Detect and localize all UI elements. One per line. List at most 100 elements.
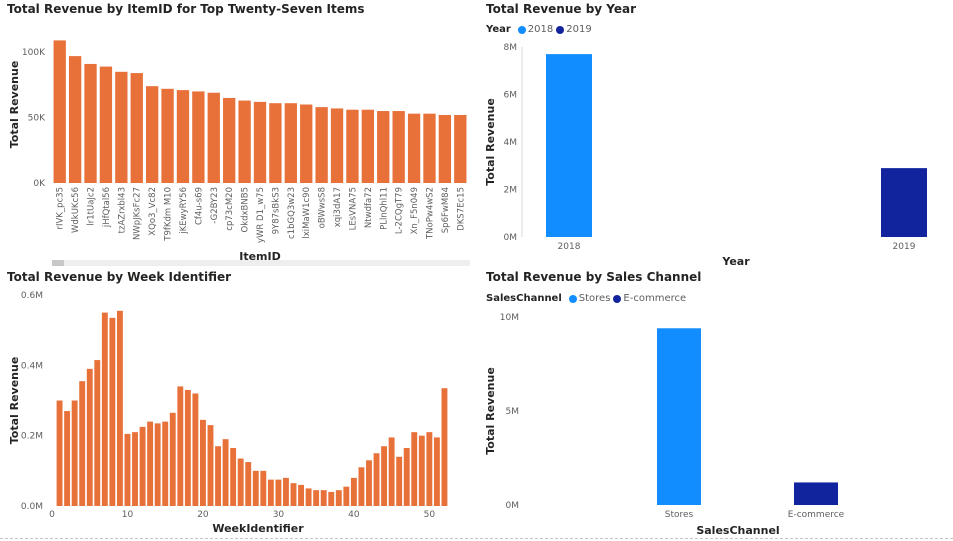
week-bar [215,446,221,506]
y-tick-label: 8M [504,43,518,53]
week-bar [328,491,335,506]
week-bar [109,317,116,506]
legend-2019-swatch [556,25,565,34]
item-bar [346,109,359,183]
x-tick-label: OkdxBNB5 [241,187,251,232]
x-axis-title: WeekIdentifier [212,522,304,535]
y-axis-title: Total Revenue [8,357,21,445]
x-tick-label: 40 [348,510,360,520]
y-tick-label: 0.2M [21,432,43,442]
legend-ecommerce-swatch [613,294,622,303]
week-bar [132,432,138,506]
week-bar [124,433,131,506]
week-bar [388,437,395,506]
week-revenue-chart: 0.0M 0.2M 0.4M 0.6M 0 10 20 30 40 50 Total Revenue… [8,291,448,535]
x-tick-label: oBWwsS8 [318,187,328,228]
week-bar [305,488,312,506]
week-bar [343,486,350,506]
x-tick-label: Xn_F5n049 [410,187,420,234]
y-tick-label: 0.6M [21,291,43,301]
channel-bar [657,328,701,505]
year-revenue-chart: 0M 2M 4M 6M 8M 2018 2019 Total Revenue Year [484,43,927,268]
item-bar [53,40,66,184]
y-axis-title: Total Revenue [484,367,497,455]
item-bar [99,66,113,183]
item-bar [315,107,328,183]
item-bar [300,104,313,183]
y-tick-label: 0.4M [21,361,43,371]
item-bar [269,103,282,183]
week-bar [192,393,199,506]
x-tick-label: yWR D1_w75 [256,187,266,243]
week-bar [245,462,252,506]
week-bar [79,381,86,506]
channel-bar [794,482,838,505]
x-tick-label: xqi3dA17 [333,187,343,227]
item-revenue-chart: 0K 50K 100K rIVK_pc35 WdkUKc56 lr1tUaJc2 jHfQt… [8,40,470,266]
x-tick-label: 30 [273,510,285,520]
legend-2018-swatch [517,25,526,34]
item-bar [377,111,390,183]
week-bar [147,421,154,506]
week-bar [184,389,191,506]
y-tick-label: 0M [504,233,518,243]
y-tick-label: 50K [28,114,46,124]
x-tick-label: XQo3_Vc82 [148,187,158,236]
item-bar [438,114,452,183]
week-bar [230,447,237,506]
week-bar [116,310,123,506]
week-bar [335,490,342,506]
item-bar [423,113,436,183]
year-chart-title: Total Revenue by Year [486,2,637,16]
x-tick-label: E-commerce [788,510,845,520]
week-bar [200,419,206,506]
x-tick-label: Sp6FwM84 [441,187,451,233]
week-bar [283,477,289,506]
week-bar [56,400,63,506]
item-bar [145,86,159,183]
x-tick-label: TNoPw4wS2 [425,187,435,240]
item-bar [223,97,236,183]
week-bar [64,411,71,506]
x-tick-label: PLlnQhl11 [379,187,389,230]
legend-2019-label: 2019 [566,24,592,35]
year-bar [881,168,927,237]
x-axis-title: ItemID [239,250,281,263]
week-bar [260,470,267,506]
y-tick-label: 5M [506,407,520,417]
y-tick-label: 0K [33,179,46,189]
item-bar [84,63,97,183]
legend-ecommerce-label: E-commerce [623,293,687,304]
x-tick-label: T9fKdm M10 [164,187,174,242]
week-bar [101,312,108,506]
item-bar [207,92,220,183]
y-tick-label: 6M [504,91,518,101]
y-tick-label: 0.0M [21,502,43,512]
week-bar [237,458,244,506]
x-axis-title: Year [721,255,750,268]
channel-legend[interactable]: SalesChannel Stores E-commerce [486,293,686,304]
legend-stores-swatch [568,294,577,303]
x-tick-label: tzAZrxbl43 [117,187,127,233]
legend-stores-label: Stores [578,293,611,304]
week-bar [320,490,327,506]
bottom-divider [0,538,953,539]
y-tick-label: 100K [22,48,46,58]
y-tick-label: 4M [504,138,518,148]
week-bar [298,484,304,506]
y-tick-label: 0M [506,501,520,511]
week-bar [381,446,388,506]
item-chart-title: Total Revenue by ItemID for Top Twenty-S… [7,2,365,16]
item-bar [330,108,344,183]
week-bar [71,400,78,506]
item-bar [130,73,143,183]
week-bar [373,453,380,506]
x-tick-label: c1bGQ3w23 [287,187,297,239]
x-tick-label: jKEwyRY56 [179,187,189,235]
x-tick-label: 20 [197,510,209,520]
week-bar [207,425,214,506]
year-legend[interactable]: Year 2018 2019 [486,24,592,35]
week-bar [252,470,259,506]
x-tick-label: 10 [122,510,134,520]
week-bar [441,388,448,506]
